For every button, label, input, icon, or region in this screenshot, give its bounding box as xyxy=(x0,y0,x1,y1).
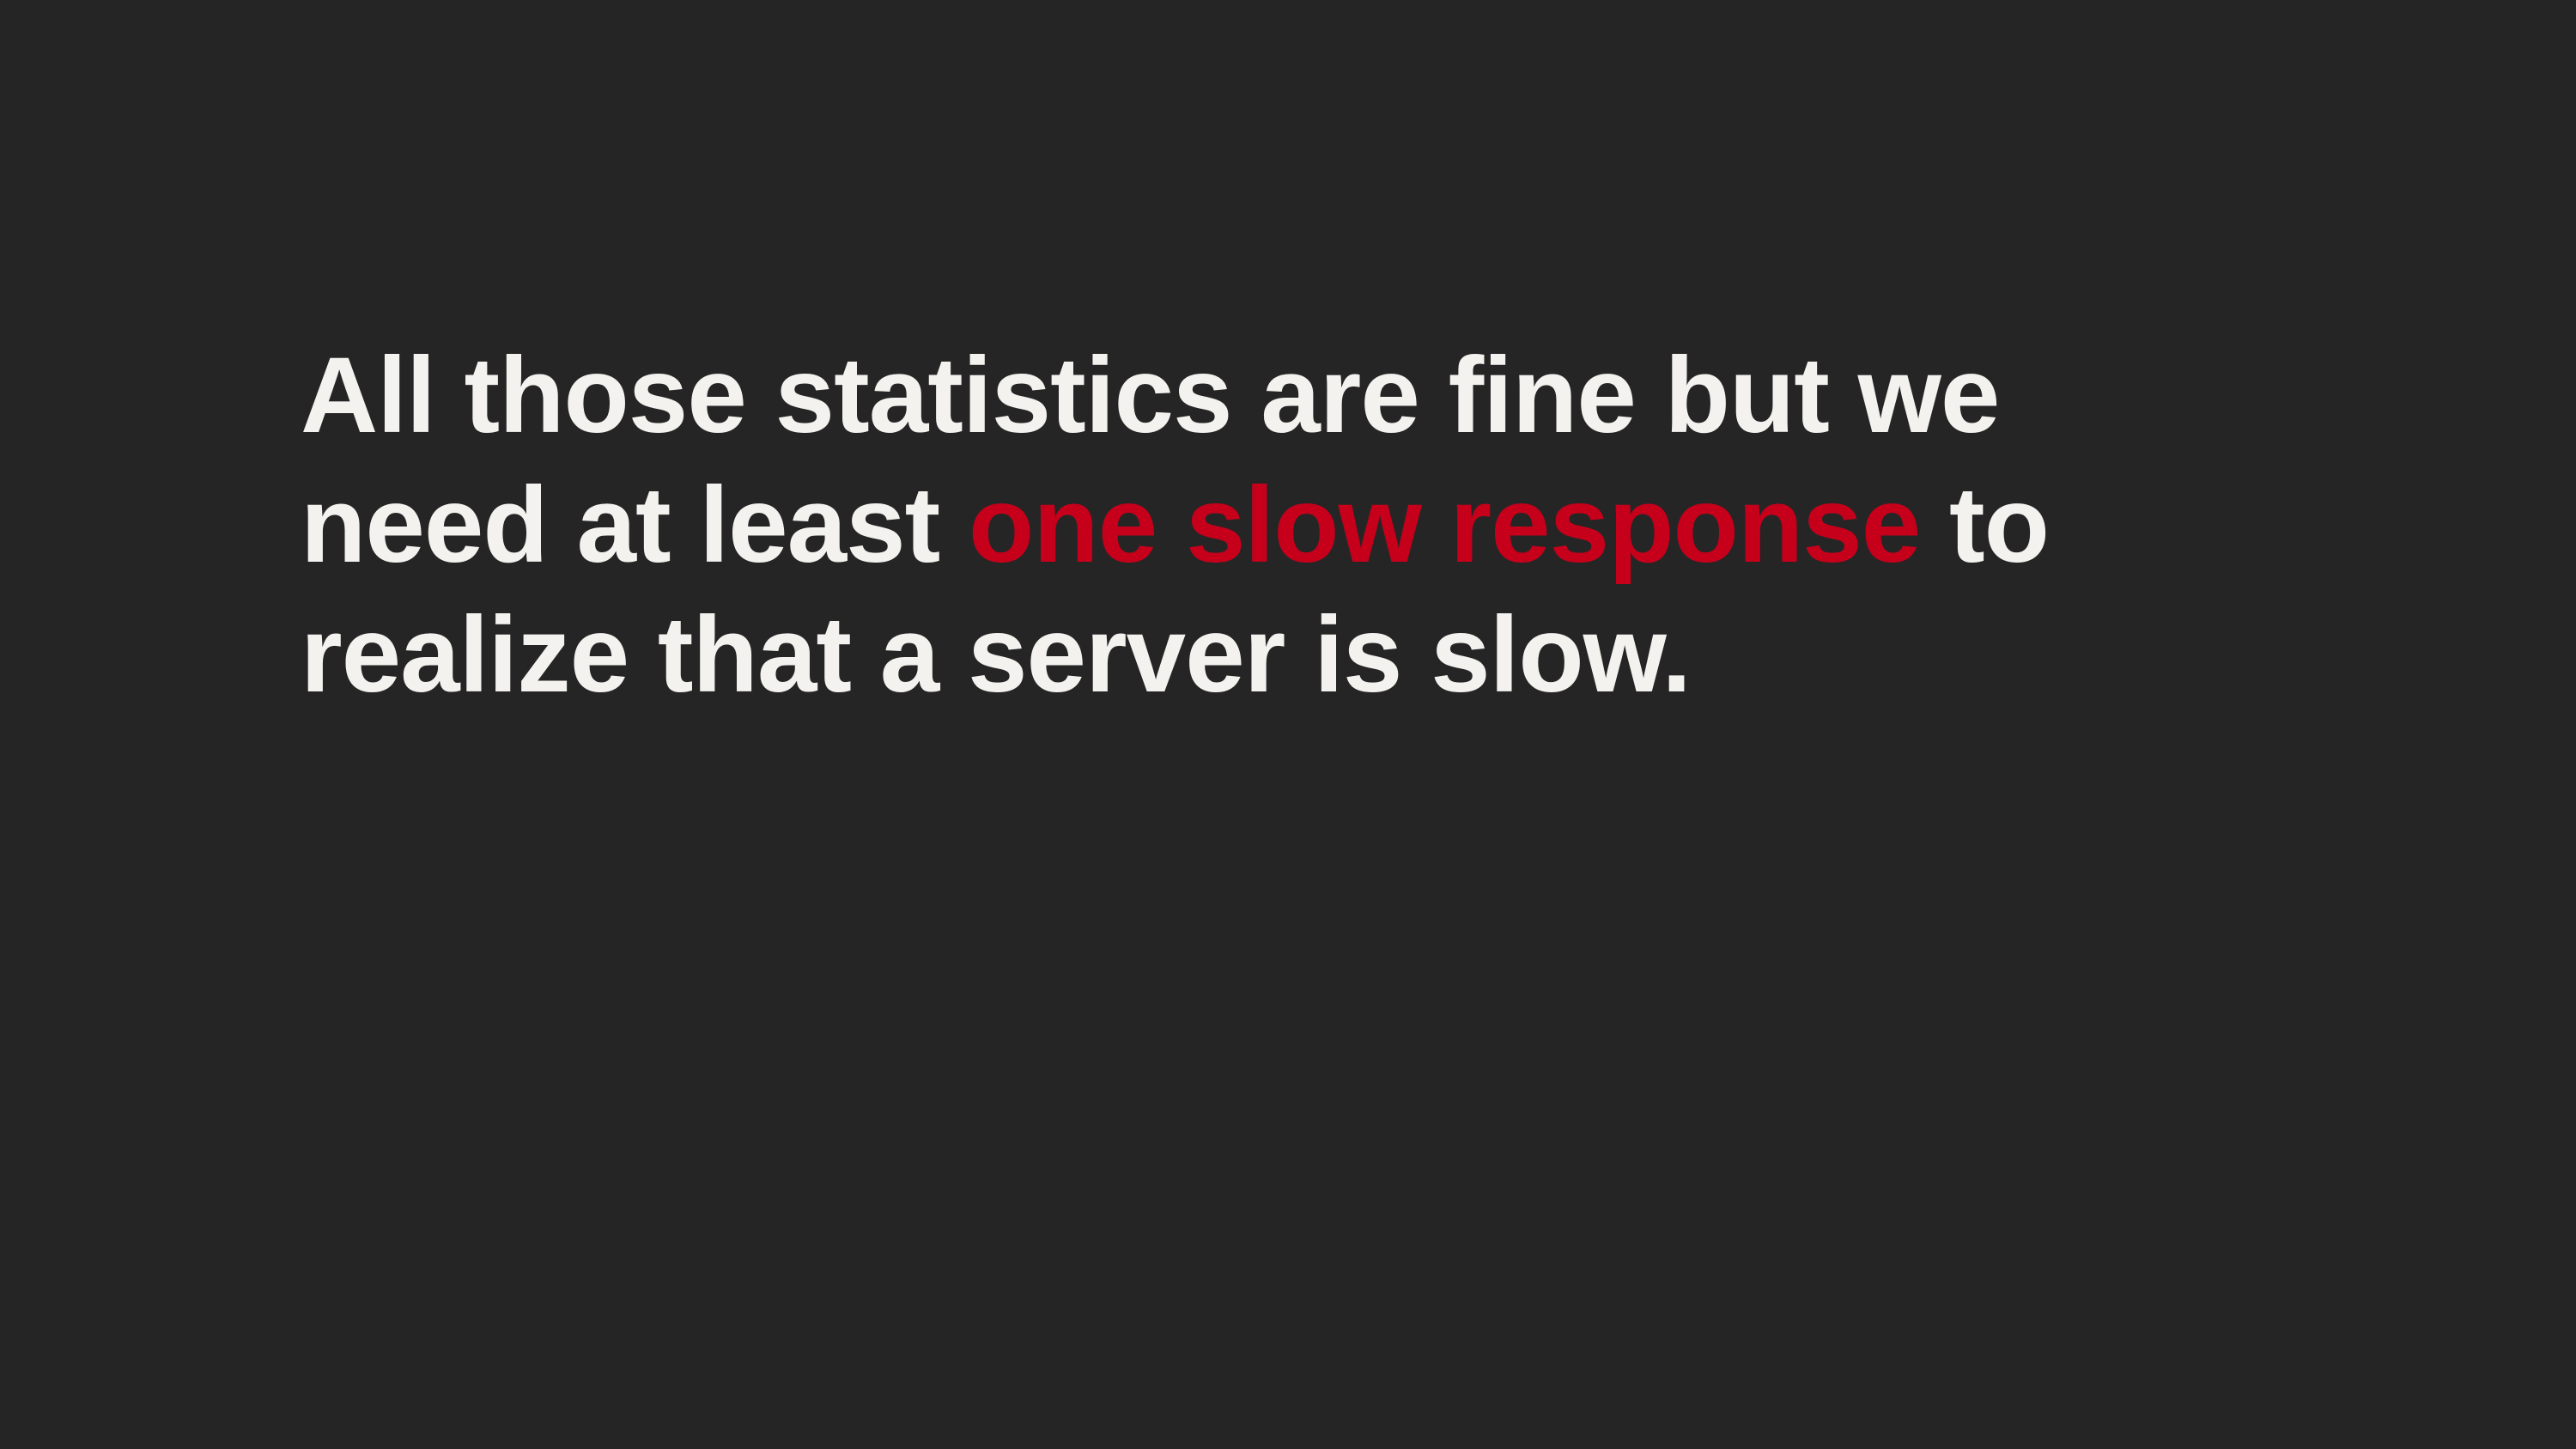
statement-line-3: realize that a server is slow. xyxy=(301,595,1692,715)
statement-line-2-end: to xyxy=(1920,466,2050,585)
statement-line-2: need at least one slow response to xyxy=(301,460,2275,590)
statement-line-1: All those statistics are fine but we xyxy=(301,336,2000,455)
statement-line-2-start: need at least xyxy=(301,466,969,585)
highlighted-phrase: one slow response xyxy=(969,466,1921,585)
slide-statement: All those statistics are fine but we nee… xyxy=(301,331,2275,720)
